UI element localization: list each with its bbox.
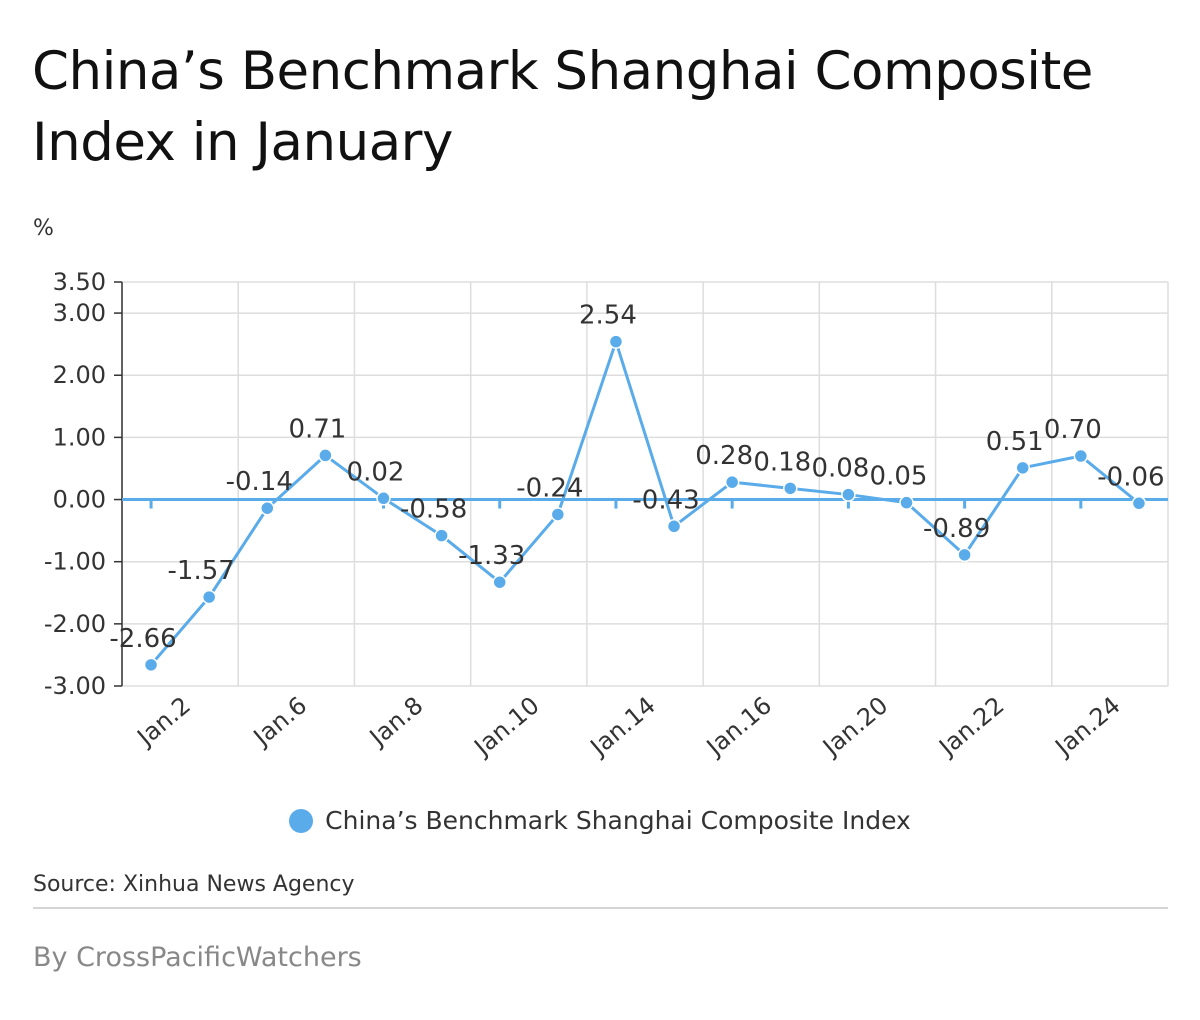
- y-tick-label: 1.00: [53, 423, 106, 451]
- footer-divider: [33, 907, 1168, 909]
- data-label: 0.71: [288, 414, 346, 444]
- data-label: -0.24: [516, 473, 583, 503]
- data-label: 0.70: [1044, 415, 1102, 445]
- y-unit-label: %: [33, 216, 54, 241]
- y-tick-label: 2.00: [53, 361, 106, 389]
- y-tick-label: 3.00: [53, 299, 106, 327]
- legend-marker: [289, 808, 314, 833]
- x-tick-label: Jan.22: [932, 691, 1009, 762]
- x-tick-label: Jan.16: [700, 691, 777, 762]
- data-label: -1.33: [458, 541, 525, 571]
- y-tick-label: 3.50: [53, 268, 106, 296]
- source-note: Source: Xinhua News Agency: [33, 872, 355, 897]
- x-tick-label: Jan.6: [247, 691, 312, 752]
- data-point: [492, 574, 507, 590]
- data-point: [957, 547, 972, 563]
- data-label: -2.66: [109, 624, 176, 654]
- data-label: 2.54: [579, 301, 637, 331]
- y-tick-label: -1.00: [44, 548, 106, 576]
- data-point: [841, 487, 856, 502]
- data-label: 0.08: [811, 454, 869, 484]
- y-tick-label: -2.00: [44, 610, 106, 638]
- data-point: [608, 334, 624, 349]
- x-tick-label: Jan.20: [816, 691, 893, 762]
- x-tick-label: Jan.24: [1049, 691, 1126, 762]
- data-point: [783, 481, 798, 496]
- x-tick-label: Jan.2: [131, 691, 196, 752]
- data-label: -0.58: [400, 495, 467, 525]
- data-label: 0.18: [753, 447, 811, 477]
- data-label: 0.51: [986, 427, 1044, 457]
- legend: China’s Benchmark Shanghai Composite Ind…: [0, 806, 1200, 835]
- x-tick-label: Jan.8: [363, 691, 428, 752]
- data-point: [434, 528, 449, 543]
- data-point: [318, 448, 333, 463]
- data-point: [376, 491, 391, 506]
- x-tick-label: Jan.10: [468, 691, 545, 762]
- data-point: [666, 519, 682, 534]
- data-point: [1015, 460, 1030, 476]
- data-point: [1073, 448, 1089, 464]
- data-point: [260, 500, 275, 516]
- data-point: [201, 589, 217, 605]
- data-label: 0.05: [870, 462, 928, 492]
- y-tick-label: -3.00: [44, 672, 106, 700]
- line-chart: -3.00 -2.00 -1.00 0.00 1.00 2.00 3.00 3.50 Jan.2…: [44, 268, 1169, 762]
- data-label: -0.89: [923, 514, 990, 544]
- data-point: [724, 474, 740, 490]
- chart-title: China’s Benchmark Shanghai Composite Ind…: [32, 41, 1093, 173]
- x-tick-label: Jan.14: [584, 691, 661, 762]
- data-label: -0.43: [632, 485, 699, 515]
- data-label: -1.57: [168, 556, 235, 586]
- legend-label: China’s Benchmark Shanghai Composite Ind…: [325, 806, 911, 835]
- data-point: [1131, 496, 1147, 511]
- data-label: -0.06: [1097, 462, 1164, 492]
- data-point: [899, 495, 914, 510]
- series-line: [149, 340, 1140, 666]
- data-point: [550, 507, 566, 522]
- credit: By CrossPacificWatchers: [33, 942, 362, 973]
- y-tick-label: 0.00: [53, 486, 106, 514]
- data-point: [143, 657, 159, 673]
- data-label: 0.28: [695, 441, 753, 471]
- data-label: 0.02: [347, 457, 405, 487]
- data-label: -0.14: [226, 467, 293, 497]
